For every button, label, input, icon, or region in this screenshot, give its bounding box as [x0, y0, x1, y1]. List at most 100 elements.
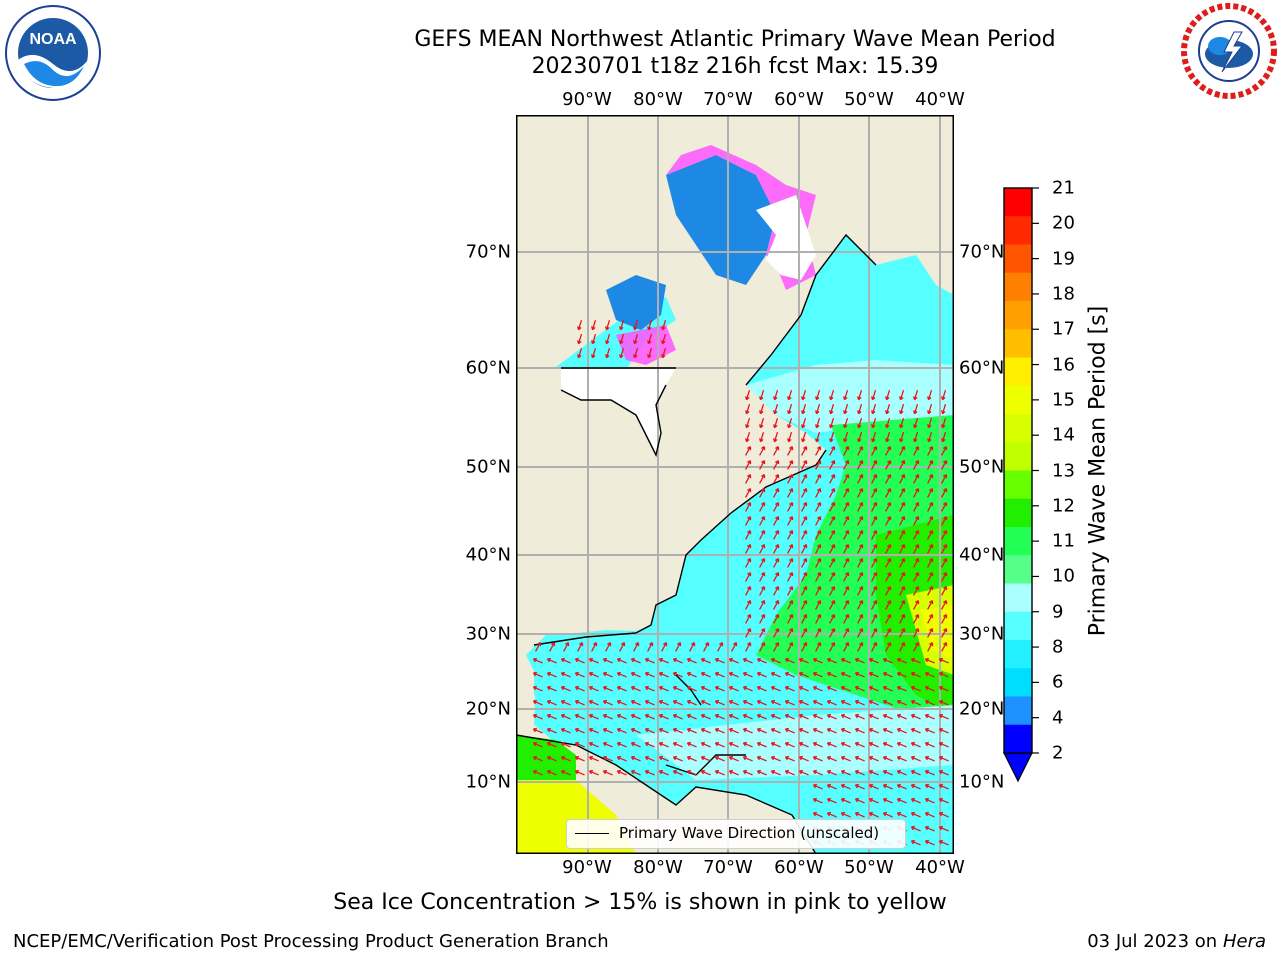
- wave-arrow: [728, 671, 739, 678]
- wave-arrow: [899, 614, 906, 624]
- wave-arrow: [829, 404, 835, 415]
- colorbar-tick-label: 8: [1052, 636, 1064, 658]
- wave-arrow: [924, 699, 935, 706]
- wave-arrow: [812, 657, 823, 664]
- wave-arrow: [784, 671, 795, 678]
- wave-arrow: [700, 685, 711, 692]
- wave-arrow: [784, 755, 795, 762]
- wave-arrow: [843, 488, 850, 498]
- wave-arrow: [910, 797, 921, 804]
- wave-arrow: [843, 418, 849, 429]
- wave-arrow: [588, 713, 599, 720]
- wave-direction-arrows: [532, 320, 949, 846]
- wave-arrow: [745, 530, 752, 540]
- wave-arrow: [896, 671, 907, 678]
- wave-arrow: [854, 741, 865, 748]
- wave-arrow: [924, 783, 935, 790]
- wave-arrow: [826, 783, 837, 790]
- wave-arrow: [885, 642, 892, 652]
- wave-arrow: [826, 741, 837, 748]
- wave-arrow: [787, 418, 793, 429]
- wave-arrow: [913, 390, 919, 401]
- wave-arrow: [686, 685, 697, 692]
- wave-arrow: [630, 741, 641, 748]
- wave-arrow: [787, 544, 794, 554]
- wave-arrow: [843, 572, 850, 582]
- wave-arrow: [815, 474, 822, 484]
- wave-arrow: [644, 741, 655, 748]
- wave-arrow: [857, 418, 863, 429]
- wave-arrow: [868, 685, 879, 692]
- wave-arrow: [910, 671, 921, 678]
- wave-arrow: [938, 769, 949, 776]
- wave-arrow: [801, 586, 808, 596]
- wave-arrow: [899, 432, 905, 443]
- wave-arrow: [927, 390, 933, 401]
- colorbar-segment: [1004, 188, 1032, 217]
- wave-arrow: [549, 642, 556, 652]
- wave-arrow: [857, 586, 864, 596]
- wave-arrow: [913, 460, 920, 470]
- wave-arrow: [700, 671, 711, 678]
- wave-arrow: [672, 727, 683, 734]
- wave-arrow: [756, 741, 767, 748]
- wave-arrow: [686, 755, 697, 762]
- wave-arrow: [560, 727, 571, 734]
- wave-arrow: [546, 741, 557, 748]
- wave-arrow: [619, 320, 625, 331]
- wave-arrow: [633, 320, 639, 331]
- wave-arrow: [658, 755, 669, 762]
- wave-arrow: [868, 755, 879, 762]
- wave-arrow: [910, 741, 921, 748]
- wave-arrow: [658, 671, 669, 678]
- wave-arrow: [784, 685, 795, 692]
- wave-arrow: [773, 614, 780, 624]
- wave-arrow: [899, 404, 905, 415]
- wave-arrow: [843, 642, 850, 652]
- wave-arrow: [756, 713, 767, 720]
- wave-arrow: [938, 755, 949, 762]
- wave-arrow: [798, 769, 809, 776]
- wave-arrow: [801, 502, 808, 512]
- wave-arrow: [798, 713, 809, 720]
- wave-arrow: [773, 460, 780, 470]
- wave-arrow: [742, 713, 753, 720]
- wave-arrow: [910, 657, 921, 664]
- wave-arrow: [924, 741, 935, 748]
- wave-arrow: [759, 516, 766, 526]
- lon-label-bottom: 70°W: [703, 857, 753, 878]
- wave-arrow: [532, 699, 543, 706]
- wave-arrow: [913, 474, 920, 484]
- credit-text: NCEP/EMC/Verification Post Processing Pr…: [13, 931, 609, 952]
- wave-arrow: [924, 755, 935, 762]
- wave-arrow: [770, 769, 781, 776]
- wave-arrow: [630, 699, 641, 706]
- wave-arrow: [798, 671, 809, 678]
- wave-arrow: [843, 586, 850, 596]
- wave-arrow: [759, 558, 766, 568]
- wave-arrow: [910, 727, 921, 734]
- wave-arrow: [773, 446, 780, 456]
- wave-period-map: [516, 115, 954, 854]
- wave-arrow: [714, 671, 725, 678]
- wave-arrow: [840, 741, 851, 748]
- wave-arrow: [574, 699, 585, 706]
- wave-arrow: [773, 628, 780, 638]
- wave-arrow: [941, 390, 947, 401]
- sea-ice-note: Sea Ice Concentration > 15% is shown in …: [333, 890, 947, 915]
- wave-arrow: [812, 713, 823, 720]
- wave-arrow: [560, 671, 571, 678]
- wave-arrow: [756, 657, 767, 664]
- wave-arrow: [812, 811, 823, 818]
- wave-arrow: [899, 572, 906, 582]
- wave-arrow: [759, 600, 766, 610]
- wave-arrow: [882, 699, 893, 706]
- wave-arrow: [745, 432, 751, 443]
- wave-arrow: [885, 586, 892, 596]
- wave-arrow: [815, 628, 822, 638]
- ice-pink-hudson: [616, 325, 676, 365]
- wave-arrow: [686, 769, 697, 776]
- wave-arrow: [770, 741, 781, 748]
- wave-arrow: [910, 713, 921, 720]
- wave-arrow: [759, 446, 766, 456]
